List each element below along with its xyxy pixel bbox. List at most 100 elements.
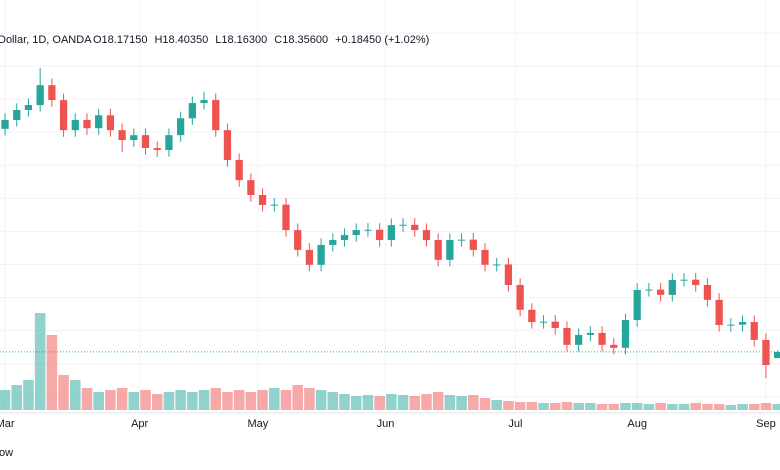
volume-bar — [678, 404, 690, 410]
candle-body — [352, 230, 360, 236]
volume-bar — [163, 392, 175, 410]
volume-bar — [105, 390, 116, 410]
ohlc-value: H18.40350 — [154, 34, 208, 46]
candle-body — [481, 249, 489, 265]
volume-bar — [713, 404, 725, 410]
volume-bar — [374, 396, 385, 410]
candle-body — [329, 239, 337, 245]
volume-bar — [245, 392, 257, 410]
candle-body — [516, 284, 524, 310]
candle-body — [422, 230, 431, 240]
candle-body — [141, 135, 150, 149]
ohlc-value: O18.17150 — [93, 34, 147, 46]
candle-body — [340, 235, 349, 240]
candle-body — [212, 100, 220, 131]
volume-bar — [702, 404, 713, 410]
candle-body — [118, 130, 126, 141]
volume-bar — [538, 403, 549, 410]
volume-bar — [198, 390, 210, 410]
candle-body — [153, 148, 161, 151]
candle-body — [434, 239, 442, 260]
volume-layer — [0, 313, 780, 410]
candle-body — [528, 309, 536, 323]
candle-body — [715, 299, 723, 325]
volume-bar — [526, 402, 538, 410]
volume-bar — [257, 390, 268, 410]
volume-bar — [362, 395, 374, 410]
volume-bar — [514, 402, 526, 410]
volume-bar — [304, 388, 315, 410]
candle-body — [200, 100, 208, 104]
volume-bar — [561, 402, 573, 410]
volume-bar — [339, 394, 350, 410]
volume-bar — [631, 403, 643, 410]
volume-bar — [315, 390, 327, 410]
candle-body — [610, 344, 618, 348]
volume-bar — [725, 405, 737, 410]
volume-bar — [608, 404, 620, 410]
volume-bar — [690, 403, 701, 410]
volume-bar — [549, 403, 561, 410]
volume-bar — [116, 388, 128, 410]
volume-bar — [140, 390, 151, 410]
candle-body — [563, 327, 571, 345]
volume-bar — [432, 392, 444, 410]
x-tick-label: Apr — [131, 418, 148, 430]
candle-body — [165, 135, 173, 151]
x-tick-label: May — [248, 418, 269, 430]
volume-bar — [81, 388, 93, 410]
candle-body — [13, 110, 21, 120]
ohlc-value: +0.18450 (+1.02%) — [335, 34, 429, 46]
symbol-label: Dollar, 1D, OANDA — [0, 34, 92, 46]
volume-bar — [748, 404, 760, 410]
volume-bar — [655, 403, 666, 410]
volume-bar — [737, 404, 748, 410]
candle-body — [727, 324, 735, 326]
candle-body — [48, 85, 56, 101]
volume-bar — [34, 313, 46, 410]
volume-bar — [292, 385, 303, 410]
candle-body — [598, 332, 606, 345]
volume-bar — [491, 400, 502, 410]
candle-body — [551, 321, 559, 328]
candle-body — [282, 204, 290, 231]
candle-body — [71, 119, 79, 131]
volume-bar — [11, 385, 23, 410]
candle-layer — [1, 67, 780, 379]
candle-body — [294, 230, 302, 250]
candle-body — [36, 85, 44, 106]
volume-bar — [46, 335, 58, 410]
volume-bar — [772, 404, 780, 410]
volume-bar — [503, 401, 514, 410]
x-tick-label: Mar — [0, 418, 15, 430]
candle-body — [493, 264, 501, 266]
footer-text: ow — [0, 447, 13, 459]
candle-body — [364, 229, 372, 231]
candle-body — [59, 100, 68, 131]
candle-body — [621, 320, 630, 348]
candle-body — [656, 289, 665, 295]
volume-bar — [233, 390, 245, 410]
volume-bar — [280, 390, 292, 410]
x-tick-label: Jul — [508, 418, 522, 430]
volume-bar — [269, 388, 280, 410]
volume-bar — [667, 404, 678, 410]
ohlc-legend: O18.17150 H18.40350 L18.16300 C18.35600 +0.1… — [93, 34, 429, 46]
candle-body — [575, 334, 583, 345]
x-tick-label: Jun — [377, 418, 395, 430]
candle-body — [24, 105, 33, 111]
candle-body — [387, 225, 395, 240]
volume-bar — [58, 375, 69, 410]
candle-body — [258, 195, 267, 205]
candle-body — [539, 321, 548, 323]
candle-body — [106, 115, 115, 131]
candle-body — [95, 115, 103, 129]
candle-body — [668, 280, 676, 295]
candle-body — [645, 289, 653, 291]
candle-body — [223, 130, 232, 160]
candle-body — [83, 119, 91, 129]
volume-bar — [444, 395, 456, 410]
volume-bar — [643, 404, 655, 410]
candle-body — [504, 264, 513, 285]
